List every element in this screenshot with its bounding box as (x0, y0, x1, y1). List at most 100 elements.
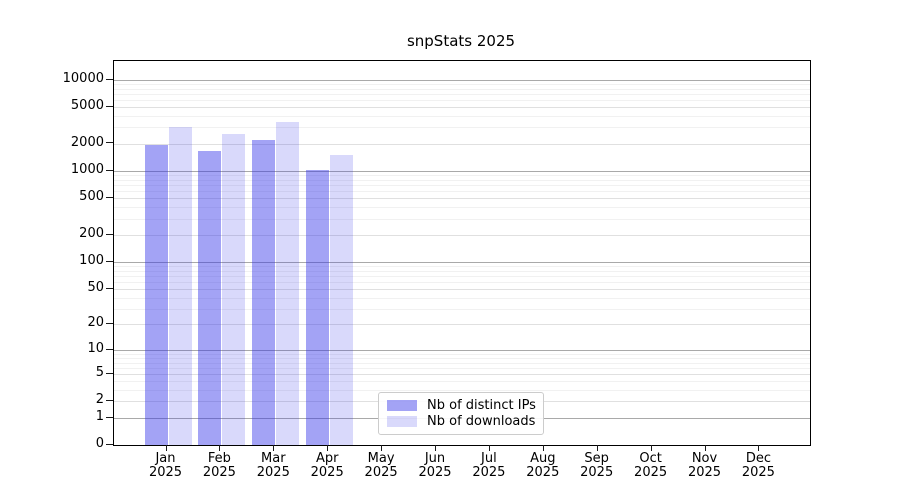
bar-downloads-jan (168, 127, 192, 445)
gridline-2000 (114, 143, 810, 145)
gridline-minor-60 (114, 281, 810, 283)
y-tick-1000 (106, 170, 113, 171)
y-tick-200 (106, 234, 113, 235)
gridline-minor-6000 (114, 99, 810, 101)
x-tick-year-feb: 2025 (202, 465, 236, 480)
y-tick-20 (106, 323, 113, 324)
y-tick-label-50: 50 (87, 280, 104, 295)
y-tick-label-1: 1 (95, 408, 104, 424)
bar-distinct-ips-jan (144, 144, 168, 445)
legend-swatch-downloads (387, 416, 417, 428)
y-tick-label-0: 0 (95, 436, 104, 451)
x-tick-month-jan: Jan (155, 451, 176, 466)
x-tick-month-apr: Apr (315, 451, 339, 466)
x-tick-year-may: 2025 (364, 465, 398, 480)
gridline-50 (114, 289, 810, 290)
gridline-minor-900 (114, 175, 810, 177)
y-tick-label-5: 5 (95, 364, 104, 380)
x-tick-label-may: May 2025 (349, 452, 413, 480)
gridline-minor-3000 (114, 127, 810, 129)
y-tick-label-500: 500 (79, 189, 104, 205)
y-tick-100 (106, 261, 113, 262)
x-tick-label-sep: Sep 2025 (565, 452, 629, 480)
legend-item-distinct-ips: Nb of distinct IPs (387, 397, 536, 413)
x-tick-label-jul: Jul 2025 (457, 452, 521, 480)
gridline-200 (114, 234, 810, 236)
gridline-major-100 (114, 261, 810, 263)
legend: Nb of distinct IPs Nb of downloads (378, 392, 544, 435)
gridline-major-10 (114, 349, 810, 351)
legend-label-distinct-ips: Nb of distinct IPs (427, 397, 536, 413)
x-tick-year-nov: 2025 (687, 465, 722, 480)
gridline-minor-8 (114, 357, 810, 359)
bar-distinct-ips-apr (306, 170, 330, 445)
gridline-minor-70 (114, 275, 810, 277)
x-tick-year-jan: 2025 (148, 465, 183, 480)
gridline-20 (114, 324, 810, 326)
x-tick-label-jun: Jun 2025 (403, 452, 467, 480)
chart-title: snpStats 2025 (406, 32, 516, 50)
gridline-5 (114, 373, 810, 375)
y-tick-5000 (106, 106, 113, 107)
bars-layer (114, 61, 810, 445)
gridline-minor-90 (114, 266, 810, 268)
x-tick-year-oct: 2025 (634, 465, 668, 480)
x-tick-month-jun: Jun (424, 451, 446, 466)
y-tick-10 (106, 349, 113, 350)
x-tick-year-apr: 2025 (310, 465, 344, 480)
x-tick-year-sep: 2025 (580, 465, 614, 480)
x-tick-month-jul: Jul (481, 451, 497, 466)
y-tick-500 (106, 197, 113, 198)
y-tick-label-5000: 5000 (70, 98, 104, 114)
gridline-minor-700 (114, 185, 810, 187)
x-tick-month-mar: Mar (261, 451, 286, 466)
gridline-minor-8000 (114, 88, 810, 90)
gridline-minor-600 (114, 191, 810, 193)
x-tick-year-mar: 2025 (256, 465, 290, 480)
y-tick-2000 (106, 142, 113, 143)
x-tick-label-aug: Aug 2025 (511, 452, 575, 480)
x-tick-month-aug: Aug (530, 451, 556, 466)
x-tick-label-apr: Apr 2025 (295, 452, 359, 480)
y-tick-10000 (106, 79, 113, 80)
x-tick-month-dec: Dec (745, 451, 771, 466)
legend-swatch-distinct-ips (387, 399, 417, 411)
legend-label-downloads: Nb of downloads (427, 414, 536, 430)
gridline-minor-7000 (114, 93, 810, 95)
x-tick-year-dec: 2025 (741, 465, 775, 480)
x-tick-month-oct: Oct (639, 451, 662, 466)
gridline-minor-9 (114, 353, 810, 355)
y-tick-label-2000: 2000 (70, 134, 104, 150)
x-tick-label-nov: Nov 2025 (673, 452, 737, 480)
bar-downloads-feb (222, 133, 246, 445)
x-tick-label-feb: Feb 2025 (187, 452, 251, 480)
y-tick-label-2: 2 (95, 392, 104, 408)
gridline-minor-800 (114, 179, 810, 181)
gridline-minor-300 (114, 218, 810, 220)
x-tick-year-jul: 2025 (472, 465, 506, 480)
y-tick-0 (106, 444, 113, 445)
gridline-minor-9000 (114, 83, 810, 85)
gridline-minor-4 (114, 381, 810, 383)
gridlines-layer (114, 61, 810, 445)
x-tick-year-jun: 2025 (418, 465, 452, 480)
y-tick-50 (106, 288, 113, 289)
y-tick-2 (106, 400, 113, 401)
y-tick-5 (106, 373, 113, 374)
gridline-minor-4000 (114, 116, 810, 117)
gridline-minor-6 (114, 367, 810, 369)
gridline-major-10000 (114, 79, 810, 81)
x-tick-label-dec: Dec 2025 (726, 452, 790, 480)
gridline-minor-7 (114, 362, 810, 364)
bar-downloads-mar (276, 122, 300, 445)
x-tick-month-may: May (367, 451, 395, 466)
legend-item-downloads: Nb of downloads (387, 414, 535, 429)
gridline-minor-40 (114, 297, 810, 299)
x-tick-month-sep: Sep (584, 451, 609, 466)
y-tick-label-200: 200 (79, 225, 104, 241)
x-tick-label-oct: Oct 2025 (619, 452, 683, 480)
gridline-minor-400 (114, 207, 810, 209)
bar-downloads-apr (330, 154, 354, 445)
gridline-major-1000 (114, 170, 810, 172)
